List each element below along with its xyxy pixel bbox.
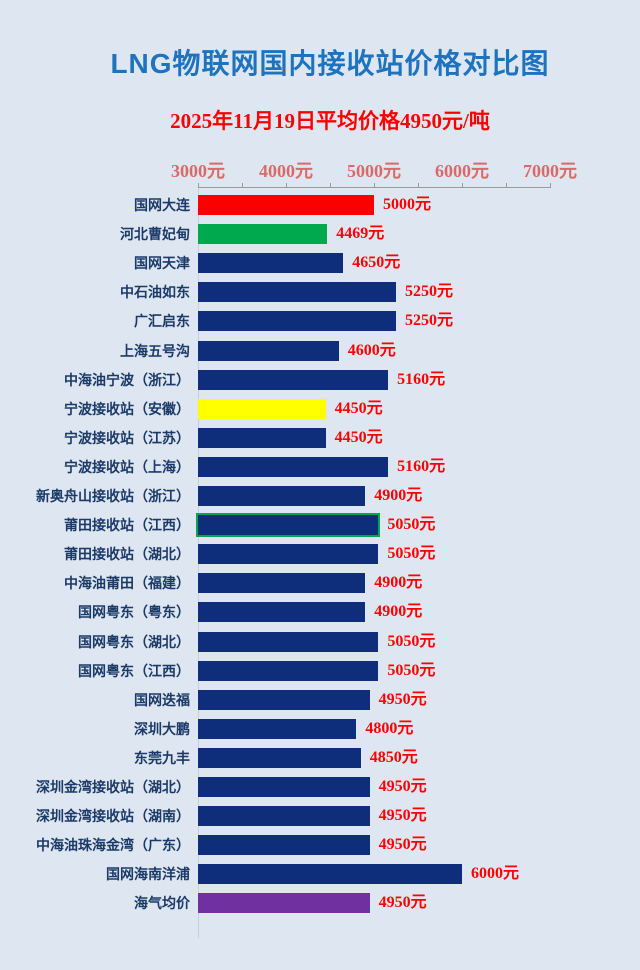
station-label: 深圳金湾接收站（湖北） [36,779,190,795]
price-bar [198,486,366,506]
station-label: 宁波接收站（安徽） [64,400,190,417]
x-axis-tick [198,183,199,188]
station-label: 广汇启东 [134,313,190,330]
price-value-label: 4850元 [369,748,418,766]
price-bar [198,427,326,448]
price-bar [198,224,328,245]
price-bar [198,398,326,419]
x-axis-tick-label: 3000元 [171,161,225,181]
price-bar [198,544,379,565]
price-bar [198,747,361,768]
station-label: 中石油如东 [120,284,190,301]
price-value-label: 4900元 [374,574,423,592]
station-label: 莆田接收站（湖北） [64,546,190,563]
price-value-label: 4950元 [378,778,427,795]
price-bar [198,631,379,652]
x-axis-tick [330,183,331,188]
station-label: 海气均价 [134,895,190,912]
station-label: 河北曹妃甸 [120,226,190,243]
station-label: 东莞九丰 [134,749,190,766]
x-axis-tick-label: 4000元 [259,161,313,181]
station-label: 国网迭福 [134,691,190,708]
x-axis-tick-label: 5000元 [347,161,401,181]
price-value-label: 4900元 [374,487,423,504]
price-value-label: 5160元 [397,370,446,388]
page-title: LNG物联网国内接收站价格对比图 [110,48,550,79]
x-axis-tick [374,183,375,188]
station-label: 莆田接收站（江西） [64,517,190,534]
price-bar [198,340,339,361]
price-value-label: 4450元 [334,399,383,417]
x-axis-tick-label: 7000元 [523,161,577,181]
station-label: 深圳金湾接收站（湖南） [36,808,190,825]
price-bar [198,311,396,332]
station-label: 国网粤东（江西） [78,662,190,679]
price-value-label: 5050元 [387,661,436,679]
station-label: 国网天津 [134,255,190,272]
x-axis-tick [418,183,419,188]
price-bar [198,864,462,885]
price-value-label: 4450元 [334,428,383,446]
price-value-label: 4650元 [352,254,401,272]
x-axis-tick [550,183,551,188]
price-value-label: 4900元 [374,603,423,621]
price-bar [198,602,366,623]
price-bar [198,573,366,594]
price-value-label: 4950元 [378,894,427,912]
price-value-label: 5250元 [405,283,454,301]
price-bar [198,515,379,536]
price-value-label: 5050元 [387,545,436,563]
x-axis-tick [462,183,463,188]
price-value-label: 4600元 [347,341,396,359]
price-bar [198,253,344,274]
station-label: 宁波接收站（江苏） [64,429,190,446]
station-label: 中海油宁波（浙江） [64,371,190,388]
price-value-label: 5000元 [383,196,432,213]
x-axis-tick [506,183,507,188]
price-bar [198,893,370,914]
price-bar [198,456,389,477]
price-value-label: 4950元 [378,807,427,825]
price-bar [198,660,379,681]
price-value-label: 4950元 [378,690,427,708]
price-bar [198,689,370,710]
station-label: 国网大连 [134,197,190,213]
price-bar [198,806,370,827]
station-label: 中海油莆田（福建） [64,575,190,592]
price-value-label: 4800元 [365,719,414,737]
station-label: 深圳大鹏 [134,720,190,737]
price-value-label: 5160元 [397,457,446,475]
station-label: 国网海南洋浦 [106,866,190,883]
price-value-label: 6000元 [471,865,520,883]
price-value-label: 5050元 [387,632,436,650]
chart-subtitle: 2025年11月19日平均价格4950元/吨 [170,109,490,133]
x-axis-tick-label: 6000元 [435,161,489,181]
price-value-label: 4469元 [336,225,385,243]
station-label: 新奥舟山接收站（浙江） [36,488,190,504]
station-label: 中海油珠海金湾（广东） [36,837,190,854]
price-value-label: 5250元 [405,312,454,330]
price-bar [198,777,370,797]
price-bar [198,195,374,215]
station-label: 上海五号沟 [120,342,190,359]
station-label: 国网粤东（粤东） [78,604,190,621]
price-value-label: 4950元 [378,836,427,854]
x-axis-tick [242,183,243,188]
price-bar [198,282,396,303]
price-bar [198,369,389,390]
price-bar [198,718,357,739]
price-value-label: 5050元 [387,516,436,534]
station-label: 国网粤东（湖北） [78,633,190,650]
x-axis-tick [286,183,287,188]
station-label: 宁波接收站（上海） [64,458,190,475]
price-bar [198,835,370,856]
